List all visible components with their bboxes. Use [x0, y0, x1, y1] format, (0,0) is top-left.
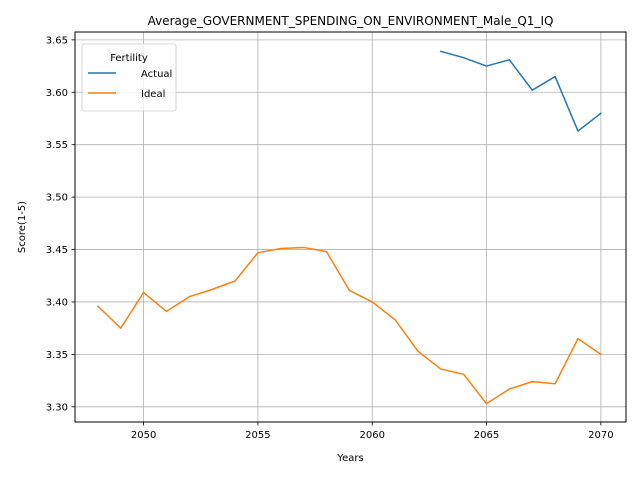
chart-title: Average_GOVERNMENT_SPENDING_ON_ENVIRONME… — [148, 14, 554, 28]
x-axis-label: Years — [336, 453, 363, 464]
x-tick-label: 2055 — [245, 430, 270, 441]
y-tick-label: 3.60 — [46, 88, 68, 99]
y-tick-label: 3.55 — [46, 140, 68, 151]
x-tick-label: 2050 — [131, 430, 156, 441]
x-tick-label: 2060 — [359, 430, 384, 441]
y-tick-label: 3.65 — [46, 35, 68, 46]
axis-ticks: 2050 2055 2060 2065 2070 3.30 3.35 3.40 3.45 3.50… — [46, 35, 614, 441]
y-axis-label: Score(1-5) — [17, 201, 28, 253]
legend-title: Fertility — [110, 53, 148, 64]
x-tick-label: 2065 — [474, 430, 499, 441]
y-tick-label: 3.30 — [46, 402, 68, 413]
legend-label-ideal: Ideal — [141, 89, 165, 100]
series-line-actual — [439, 50, 602, 132]
y-tick-label: 3.40 — [46, 297, 68, 308]
y-tick-label: 3.35 — [46, 350, 68, 361]
legend-label-actual: Actual — [141, 69, 172, 80]
y-tick-label: 3.50 — [46, 193, 68, 204]
y-tick-label: 3.45 — [46, 245, 68, 256]
series-line-ideal — [96, 246, 602, 405]
grid-lines — [75, 32, 626, 422]
legend-box — [81, 43, 177, 112]
legend: Fertility Actual Ideal — [81, 43, 177, 112]
plot-area-frame — [74, 31, 627, 423]
series-layer — [96, 50, 602, 405]
x-tick-label: 2070 — [588, 430, 613, 441]
